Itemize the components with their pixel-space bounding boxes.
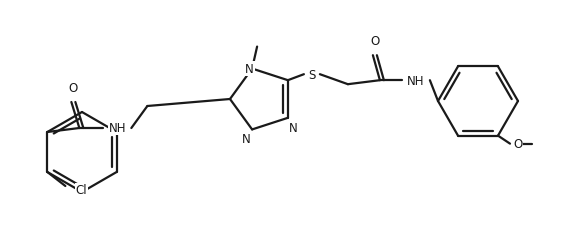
Text: O: O [370, 35, 379, 48]
Text: NH: NH [109, 122, 126, 135]
Text: N: N [245, 63, 254, 76]
Text: N: N [243, 133, 251, 146]
Text: O: O [69, 82, 78, 95]
Text: Cl: Cl [76, 184, 87, 197]
Text: NH: NH [407, 74, 424, 87]
Text: N: N [289, 121, 297, 134]
Text: S: S [308, 68, 316, 81]
Text: O: O [514, 138, 523, 151]
